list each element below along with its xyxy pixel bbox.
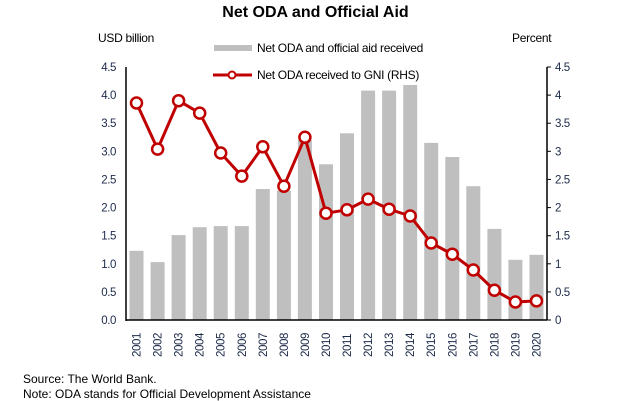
left-tick-label: 1.5 [101, 231, 116, 243]
x-tick-label: 2001 [132, 333, 144, 357]
right-tick-label: 4 [555, 90, 562, 102]
line-marker-2017 [466, 263, 481, 277]
x-tick-label: 2005 [216, 333, 228, 357]
bar-2016 [445, 157, 460, 320]
bar-2001 [129, 250, 144, 320]
x-tick-label: 2009 [300, 333, 312, 357]
bars-group [129, 85, 544, 320]
source-note: Source: The World Bank. [23, 372, 157, 386]
line-marker-2004 [192, 106, 207, 120]
right-tick-label: 2 [555, 203, 561, 215]
bar-2018 [487, 228, 502, 320]
right-tick-label: 4.5 [555, 62, 570, 74]
x-tick-label: 2003 [174, 333, 186, 357]
bar-2020 [529, 254, 544, 320]
right-tick-label: 1.5 [555, 231, 570, 243]
x-tick-label: 2002 [153, 333, 165, 357]
bar-2003 [171, 235, 186, 320]
left-tick-label: 4.5 [101, 62, 116, 74]
x-tick-label: 2012 [363, 333, 375, 357]
x-tick-label: 2011 [342, 334, 354, 357]
left-tick-label: 2.0 [101, 203, 116, 215]
bar-2017 [466, 186, 481, 320]
x-tick-label: 2004 [195, 332, 207, 357]
line-series-group [129, 93, 544, 309]
legend-bar-label: Net ODA and official aid received [257, 41, 423, 55]
right-tick-label: 0 [555, 315, 561, 327]
bar-2004 [192, 227, 207, 320]
bar-2014 [403, 85, 418, 320]
right-tick-label: 3.5 [555, 118, 570, 130]
line-marker-2003 [171, 93, 186, 108]
x-tick-label: 2017 [468, 333, 480, 357]
bar-2007 [255, 189, 270, 320]
line-marker-2009 [298, 130, 312, 145]
line-marker-2013 [382, 202, 396, 216]
x-tick-label: 2013 [384, 333, 396, 357]
line-marker-2002 [150, 142, 165, 156]
line-marker-2006 [235, 169, 249, 183]
bar-2009 [297, 140, 312, 320]
line-marker-2001 [129, 96, 144, 110]
left-tick-label: 2.5 [101, 174, 116, 186]
line-marker-2016 [445, 247, 460, 261]
bar-2015 [424, 142, 439, 320]
legend-line-marker [227, 70, 237, 80]
left-tick-label: 3.0 [101, 146, 116, 158]
left-tick-label: 1.0 [101, 259, 116, 271]
legend-line-label: Net ODA received to GNI (RHS) [257, 68, 419, 82]
legend: Net ODA and official aid received Net OD… [213, 41, 423, 82]
bar-2008 [276, 190, 291, 320]
axes-group: 0.0 0.5 1.0 1.5 2.0 2.5 3.0 3.5 4.0 4.5 0 0.5 1 1.5 2 2… [101, 62, 570, 357]
line-marker-2005 [213, 146, 228, 160]
left-tick-label: 4.0 [101, 90, 116, 102]
right-tick-label: 1 [555, 259, 561, 271]
line-marker-2010 [319, 206, 333, 220]
left-axis-label: USD billion [98, 31, 155, 45]
left-tick-label: 0.0 [101, 315, 116, 327]
right-tick-label: 2.5 [555, 174, 570, 186]
x-tick-label: 2006 [237, 333, 249, 357]
left-tick-label: 3.5 [101, 118, 116, 130]
chart-title: Net ODA and Official Aid [222, 4, 409, 21]
bar-2019 [508, 259, 523, 320]
x-tick-label: 2014 [405, 332, 417, 357]
footnote: Note: ODA stands for Official Developmen… [23, 387, 311, 401]
bar-2010 [319, 164, 333, 320]
line-marker-2011 [340, 203, 354, 217]
line-marker-2012 [361, 192, 375, 206]
x-tick-label: 2020 [532, 333, 544, 357]
legend-bar-swatch [214, 45, 252, 51]
line-marker-2014 [403, 209, 417, 223]
x-tick-label: 2019 [510, 333, 522, 357]
bar-2005 [213, 226, 228, 320]
bar-2011 [340, 133, 354, 320]
x-tick-label: 2010 [321, 333, 333, 357]
x-tick-label: 2016 [447, 333, 459, 357]
line-marker-2019 [508, 295, 523, 309]
x-tick-label: 2015 [426, 333, 438, 357]
right-tick-label: 0.5 [555, 287, 570, 299]
line-marker-2015 [424, 236, 438, 250]
line-marker-2007 [256, 140, 270, 154]
x-tick-label: 2008 [279, 333, 291, 357]
right-tick-label: 3 [555, 146, 561, 158]
line-marker-2020 [529, 294, 544, 308]
line-marker-2008 [277, 179, 291, 193]
line-marker-2018 [487, 283, 502, 297]
left-tick-label: 0.5 [101, 287, 116, 299]
right-axis-label: Percent [512, 31, 552, 45]
bar-2006 [234, 226, 249, 320]
x-tick-label: 2018 [489, 333, 501, 357]
bar-2002 [150, 262, 165, 320]
x-tick-label: 2007 [258, 333, 270, 357]
